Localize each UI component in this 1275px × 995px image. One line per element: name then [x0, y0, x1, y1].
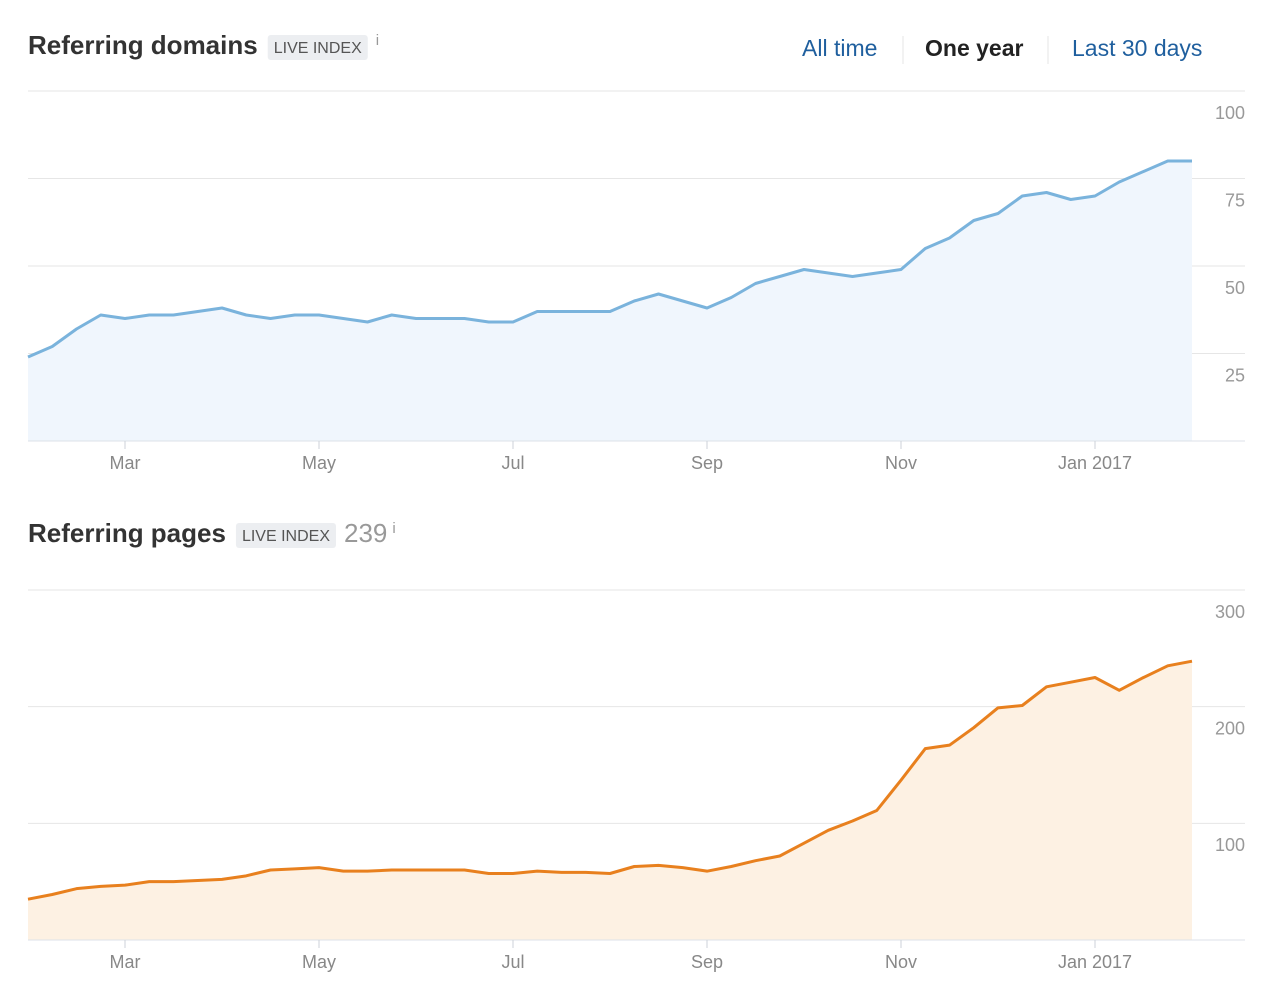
y-tick-label: 50: [1225, 278, 1245, 298]
tab[interactable]: All time: [802, 35, 877, 61]
line: [27, 159, 1192, 359]
x-tick-label: Jul: [501, 952, 524, 972]
tab[interactable]: One year: [925, 35, 1023, 61]
x-tick-label: Nov: [885, 952, 917, 972]
y-tick-label: 200: [1215, 718, 1245, 738]
line: [27, 659, 1193, 901]
info-icon[interactable]: i: [392, 520, 395, 537]
x-tick-label: May: [302, 952, 336, 972]
x-tick-label: Mar: [110, 453, 141, 473]
tab[interactable]: Last 30 days: [1072, 35, 1202, 61]
area: [28, 661, 1192, 940]
x-tick-label: Sep: [691, 952, 723, 972]
x-tick-label: Jan 2017: [1058, 453, 1132, 473]
x-tick-label: May: [302, 453, 336, 473]
area: [28, 161, 1192, 441]
chart-title: Referring domains: [28, 30, 258, 60]
badge-bg: [235, 523, 336, 548]
y-tick-label: 75: [1225, 190, 1245, 210]
badge-bg: [267, 35, 368, 60]
y-tick-label: 25: [1225, 365, 1245, 385]
x-tick-label: Jul: [501, 453, 524, 473]
x-tick-label: Jan 2017: [1058, 952, 1132, 972]
chart-title: Referring pages: [28, 518, 226, 548]
total: 239: [344, 518, 387, 548]
badge: LIVE INDEX: [274, 40, 362, 57]
y-tick-label: 100: [1215, 835, 1245, 855]
y-tick-label: 300: [1215, 602, 1245, 622]
y-tick-label: 100: [1215, 103, 1245, 123]
badge: LIVE INDEX: [242, 528, 330, 545]
x-tick-label: Sep: [691, 453, 723, 473]
x-tick-label: Nov: [885, 453, 917, 473]
x-tick-label: Mar: [110, 952, 141, 972]
info-icon[interactable]: i: [376, 32, 379, 49]
